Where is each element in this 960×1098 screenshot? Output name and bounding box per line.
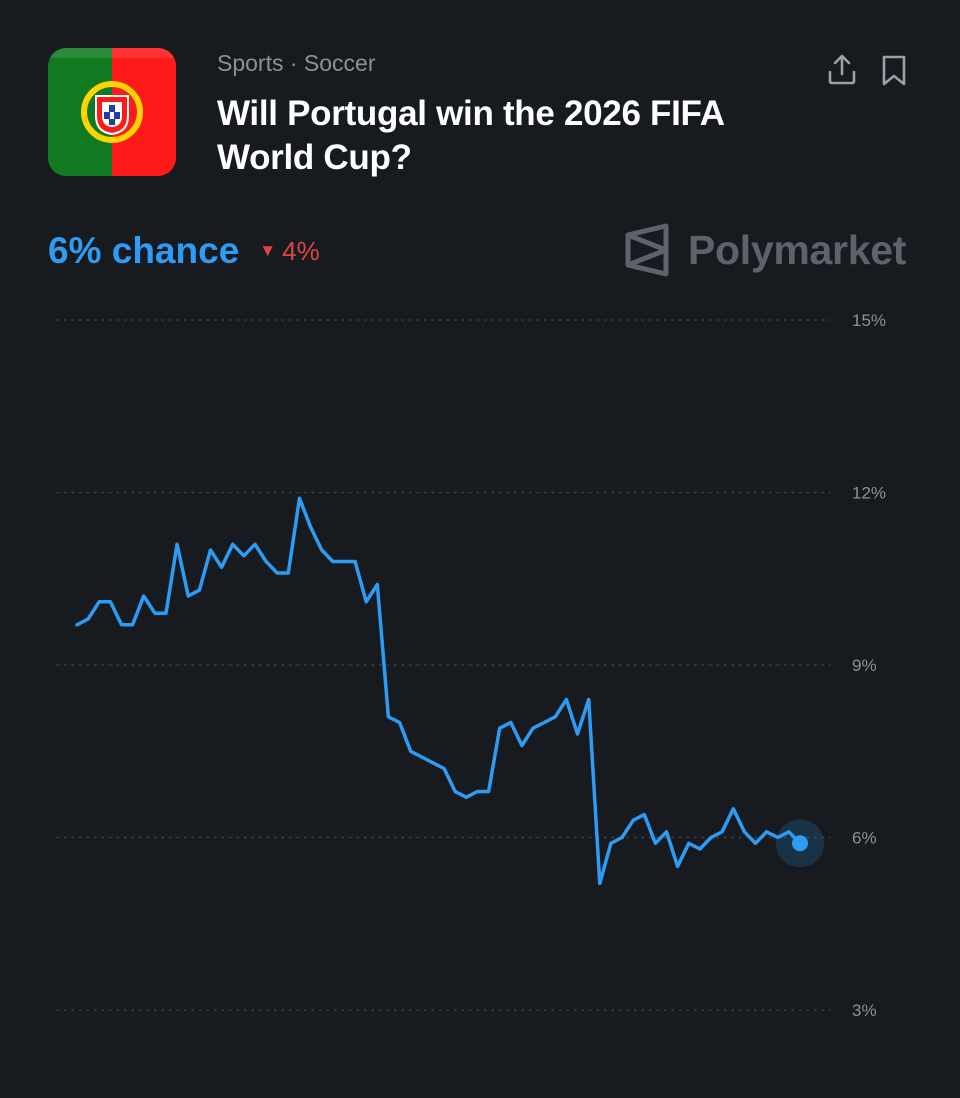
portugal-flag-icon — [48, 48, 176, 176]
probability-chart: 15% 12% 9% 6% 3% — [56, 311, 886, 1020]
category-breadcrumb[interactable]: Sports · Soccer — [217, 50, 376, 76]
series-line — [75, 496, 802, 886]
change-indicator: ▼ 4% — [259, 236, 319, 267]
chance-summary: 6% chance ▼ 4% — [48, 226, 320, 276]
share-icon[interactable] — [824, 52, 860, 88]
down-triangle-icon: ▼ — [259, 241, 277, 260]
y-tick-label: 15% — [852, 311, 886, 330]
y-tick-label: 9% — [852, 656, 877, 675]
chance-value: 6% chance — [48, 230, 240, 271]
brand-watermark: Polymarket — [624, 222, 906, 278]
y-tick-label: 12% — [852, 484, 886, 503]
brand-name: Polymarket — [688, 226, 907, 273]
polymarket-logo-icon — [625, 223, 669, 277]
last-point-marker[interactable] — [792, 835, 808, 852]
bookmark-icon[interactable] — [876, 52, 912, 88]
market-title: Will Portugal win the 2026 FIFA World Cu… — [217, 94, 724, 177]
y-tick-label: 3% — [852, 1001, 877, 1020]
y-tick-label: 6% — [852, 829, 877, 848]
change-value: 4% — [282, 235, 320, 266]
